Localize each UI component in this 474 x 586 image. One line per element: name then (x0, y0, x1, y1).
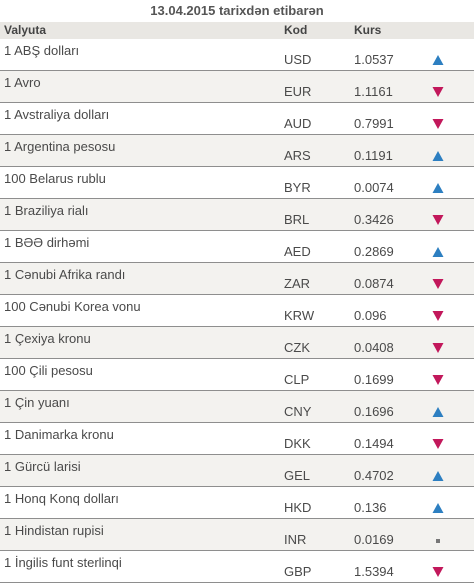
rate-row-aed: 1 BƏƏ dirhəmi AED 0.2869 (0, 231, 474, 263)
trend-down-icon (432, 342, 444, 354)
rate-row-hkd: 1 Honq Konq dolları HKD 0.136 (0, 487, 474, 519)
rate-row-byr: 100 Belarus rublu BYR 0.0074 (0, 167, 474, 199)
trend-down-icon (432, 566, 444, 578)
exchange-rate: 1.1161 (354, 84, 393, 99)
currency-code: DKK (284, 436, 311, 451)
trend-up-icon (432, 470, 444, 482)
rate-row-gel: 1 Gürcü larisi GEL 0.4702 (0, 455, 474, 487)
currency-code: CLP (284, 372, 310, 387)
rate-row-ars: 1 Argentina pesosu ARS 0.1191 (0, 135, 474, 167)
exchange-rate: 0.0408 (354, 340, 394, 355)
currency-code: CNY (284, 404, 312, 419)
trend-up-icon (432, 182, 444, 194)
exchange-rate: 0.1494 (354, 436, 394, 451)
currency-code: USD (284, 52, 312, 67)
exchange-rate: 0.1191 (354, 148, 393, 163)
header-code: Kod (284, 23, 308, 37)
rate-row-gbp: 1 İngilis funt sterlinqi GBP 1.5394 (0, 551, 474, 583)
currency-code: ZAR (284, 276, 310, 291)
rate-row-czk: 1 Çexiya kronu CZK 0.0408 (0, 327, 474, 359)
exchange-rate: 0.2869 (354, 244, 394, 259)
rate-row-cny: 1 Çin yuanı CNY 0.1696 (0, 391, 474, 423)
exchange-rate: 0.0074 (354, 180, 394, 195)
currency-name: 1 Hindistan rupisi (4, 523, 104, 538)
rate-row-krw: 100 Cənubi Korea vonu KRW 0.096 (0, 295, 474, 327)
currency-code: KRW (284, 308, 315, 323)
trend-down-icon (432, 310, 444, 322)
currency-code: ARS (284, 148, 311, 163)
currency-code: AUD (284, 116, 312, 131)
exchange-rate: 1.5394 (354, 564, 394, 579)
currency-name: 1 BƏƏ dirhəmi (4, 235, 90, 250)
exchange-rate: 0.4702 (354, 468, 394, 483)
header-currency: Valyuta (4, 23, 47, 37)
trend-up-icon (432, 54, 444, 66)
currency-name: 1 Argentina pesosu (4, 139, 116, 154)
currency-name: 1 ABŞ dolları (4, 43, 80, 58)
rate-row-usd: 1 ABŞ dolları USD 1.0537 (0, 39, 474, 71)
trend-down-icon (432, 374, 444, 386)
currency-name: 1 İngilis funt sterlinqi (4, 555, 122, 570)
header-rate: Kurs (354, 23, 382, 37)
rate-row-inr: 1 Hindistan rupisi INR 0.0169 (0, 519, 474, 551)
currency-code: GBP (284, 564, 312, 579)
currency-name: 100 Cənubi Korea vonu (4, 299, 141, 314)
currency-code: GEL (284, 468, 311, 483)
exchange-rate: 0.136 (354, 500, 387, 515)
exchange-rate: 0.1696 (354, 404, 394, 419)
currency-code: EUR (284, 84, 312, 99)
currency-name: 100 Çili pesosu (4, 363, 93, 378)
trend-down-icon (432, 86, 444, 98)
currency-name: 1 Braziliya rialı (4, 203, 89, 218)
currency-name: 100 Belarus rublu (4, 171, 106, 186)
trend-down-icon (432, 118, 444, 130)
currency-code: INR (284, 532, 307, 547)
trend-unchanged-icon (432, 534, 444, 546)
rates-table-body: 1 ABŞ dolları USD 1.0537 1 Avro EUR 1.1161 1 A… (0, 39, 474, 583)
exchange-rate: 0.0169 (354, 532, 394, 547)
rates-date-caption: 13.04.2015 tarixdən etibarən (0, 0, 474, 22)
rates-table-header: Valyuta Kod Kurs (0, 22, 474, 39)
rate-row-eur: 1 Avro EUR 1.1161 (0, 71, 474, 103)
trend-down-icon (432, 438, 444, 450)
rate-row-clp: 100 Çili pesosu CLP 0.1699 (0, 359, 474, 391)
exchange-rate: 1.0537 (354, 52, 394, 67)
currency-code: BYR (284, 180, 311, 195)
currency-name: 1 Çin yuanı (4, 395, 70, 410)
currency-name: 1 Danimarka kronu (4, 427, 114, 442)
trend-down-icon (432, 278, 444, 290)
currency-code: HKD (284, 500, 312, 515)
trend-up-icon (432, 502, 444, 514)
rate-row-zar: 1 Cənubi Afrika randı ZAR 0.0874 (0, 263, 474, 295)
trend-up-icon (432, 246, 444, 258)
currency-name: 1 Avro (4, 75, 41, 90)
rate-row-dkk: 1 Danimarka kronu DKK 0.1494 (0, 423, 474, 455)
exchange-rate: 0.7991 (354, 116, 394, 131)
trend-down-icon (432, 214, 444, 226)
currency-name: 1 Cənubi Afrika randı (4, 267, 126, 282)
currency-name: 1 Honq Konq dolları (4, 491, 119, 506)
rate-row-brl: 1 Braziliya rialı BRL 0.3426 (0, 199, 474, 231)
exchange-rate: 0.0874 (354, 276, 394, 291)
currency-name: 1 Gürcü larisi (4, 459, 81, 474)
trend-up-icon (432, 150, 444, 162)
exchange-rate: 0.096 (354, 308, 387, 323)
exchange-rate: 0.1699 (354, 372, 394, 387)
currency-code: BRL (284, 212, 310, 227)
exchange-rate: 0.3426 (354, 212, 394, 227)
rate-row-aud: 1 Avstraliya dolları AUD 0.7991 (0, 103, 474, 135)
currency-name: 1 Avstraliya dolları (4, 107, 110, 122)
currency-code: CZK (284, 340, 310, 355)
currency-code: AED (284, 244, 311, 259)
currency-name: 1 Çexiya kronu (4, 331, 91, 346)
trend-up-icon (432, 406, 444, 418)
